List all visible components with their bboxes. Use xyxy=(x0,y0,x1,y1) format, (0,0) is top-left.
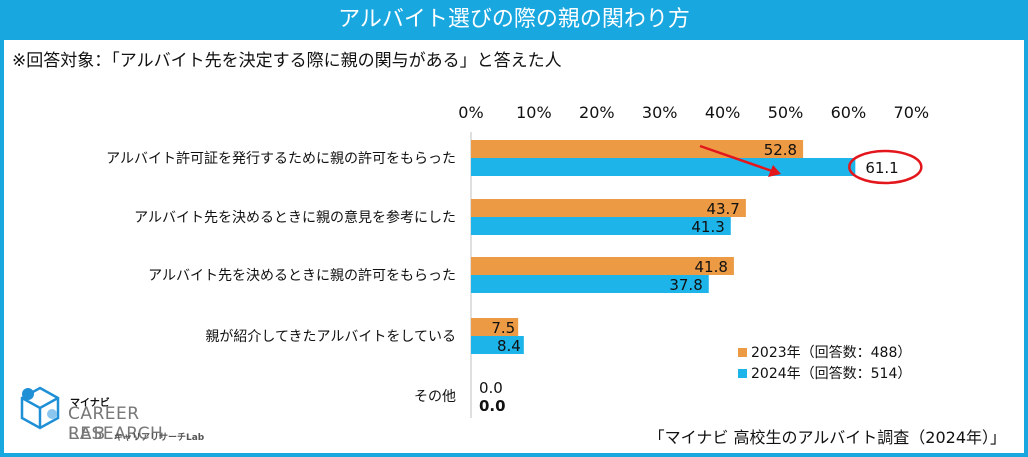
x-tick-label: 50% xyxy=(768,103,804,122)
logo-kana: キャリアリサーチLab xyxy=(114,433,205,443)
bar-2024 xyxy=(471,217,731,235)
data-label: 41.8 xyxy=(695,258,728,276)
data-label: 0.0 xyxy=(479,379,503,397)
data-label: 7.5 xyxy=(491,319,515,337)
data-label: 37.8 xyxy=(669,276,702,294)
data-label: 52.8 xyxy=(764,141,797,159)
highlight-arrow xyxy=(699,144,773,173)
logo-line1: CAREER RESEARCH xyxy=(68,404,164,444)
highlight-ellipse xyxy=(848,149,923,185)
legend-label: 2024年（回答数：514） xyxy=(751,365,911,382)
data-label: 43.7 xyxy=(706,200,739,218)
legend-label: 2023年（回答数：488） xyxy=(751,344,911,361)
bar-2023 xyxy=(471,140,804,158)
bar-2023 xyxy=(471,199,746,217)
cube-logo-icon xyxy=(20,386,60,430)
x-tick-label: 0% xyxy=(458,103,483,122)
bar-2024 xyxy=(471,336,524,354)
x-tick-label: 10% xyxy=(516,103,552,122)
category-label: アルバイト先を決めるときに親の許可をもらった xyxy=(148,268,456,284)
data-label: 0.0 xyxy=(479,397,506,415)
data-label: 41.3 xyxy=(691,218,724,236)
category-label: その他 xyxy=(414,389,456,405)
data-label: 61.1 xyxy=(865,159,898,177)
category-label: アルバイト先を決めるときに親の意見を参考にした xyxy=(134,209,456,226)
bar-2024 xyxy=(471,158,856,176)
bar-2024 xyxy=(471,275,709,293)
career-research-lab-logo: マイナビ CAREER RESEARCH LAB キャリアリサーチLab xyxy=(18,376,238,450)
chart-subtitle: ※回答対象：「アルバイト先を決定する際に親の関与がある」と答えた人 xyxy=(12,51,562,71)
bar-2023 xyxy=(471,257,734,275)
logo-brand: マイナビ xyxy=(70,398,110,409)
source-citation: 「マイナビ 高校生のアルバイト調査（2024年）」 xyxy=(648,428,1006,447)
legend-swatch xyxy=(738,348,747,357)
data-label: 8.4 xyxy=(497,337,521,355)
highlight-arrowhead xyxy=(768,165,781,177)
bar-2023 xyxy=(471,318,519,336)
legend-swatch xyxy=(738,369,747,378)
x-tick-label: 20% xyxy=(579,103,615,122)
category-label: アルバイト許可証を発行するために親の許可をもらった xyxy=(106,151,456,167)
chart-title: アルバイト選びの際の親の関わり方 xyxy=(0,0,1028,40)
x-tick-label: 40% xyxy=(705,103,741,122)
x-tick-label: 30% xyxy=(642,103,678,122)
category-label: 親が紹介してきたアルバイトをしている xyxy=(205,329,456,345)
x-tick-label: 70% xyxy=(894,103,930,122)
x-tick-label: 60% xyxy=(831,103,867,122)
logo-line2: LAB xyxy=(68,424,108,444)
